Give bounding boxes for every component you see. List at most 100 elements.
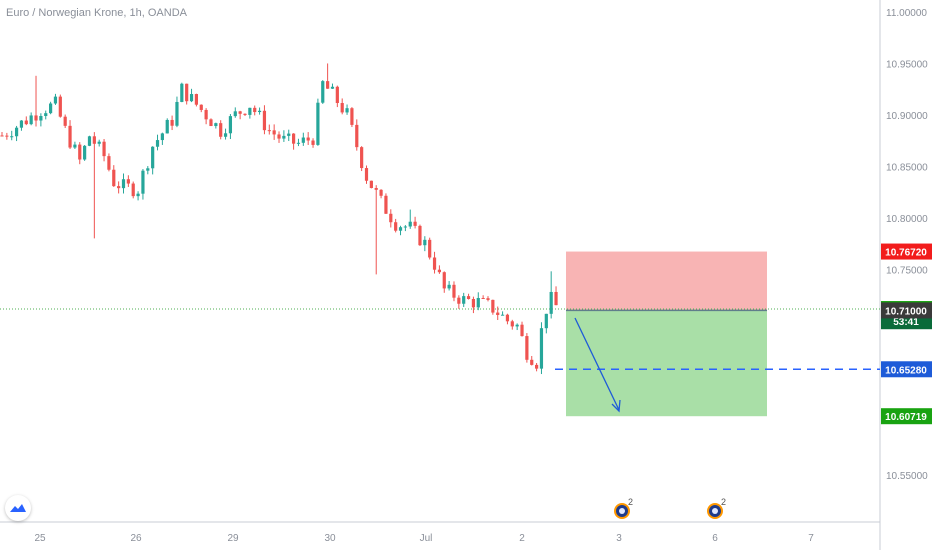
candle-body <box>199 104 203 110</box>
y-tick-label: 10.85000 <box>886 162 928 173</box>
candle-body <box>194 94 198 105</box>
candle-body <box>418 225 422 246</box>
candle-body <box>170 119 174 126</box>
candle-body <box>209 119 213 127</box>
candle-body <box>87 136 92 146</box>
candle-body <box>462 296 466 304</box>
candle-body <box>53 96 58 104</box>
candle-body <box>24 120 28 125</box>
economic-event-icon[interactable]: 2 <box>613 497 633 520</box>
candle-body <box>5 135 9 137</box>
candle-body <box>146 168 150 171</box>
candle-body <box>296 142 301 144</box>
candle-body <box>92 136 96 144</box>
candle-body <box>384 195 388 214</box>
candle-body <box>442 272 446 289</box>
candle-body <box>321 81 325 103</box>
candle-body <box>432 257 437 270</box>
candle-body <box>243 113 247 115</box>
candle-body <box>277 134 281 139</box>
candle-body <box>530 359 534 365</box>
chart-title: Euro / Norwegian Krone, 1h, OANDA <box>6 7 187 19</box>
economic-event-icon[interactable]: 2 <box>706 497 726 520</box>
price-label-text-dashed: 10.65280 <box>885 365 927 376</box>
candle-body <box>549 291 553 314</box>
x-tick-label: 30 <box>324 533 336 544</box>
candle-body <box>389 213 393 223</box>
candle-body <box>68 125 72 148</box>
candle-body <box>151 146 155 169</box>
candle-body <box>486 298 490 300</box>
y-tick-label: 10.95000 <box>886 59 928 70</box>
candle-body <box>228 116 233 134</box>
candle-body <box>262 110 267 131</box>
candle-body <box>141 170 145 194</box>
candle-body <box>398 227 403 231</box>
x-tick-label: 3 <box>616 533 622 544</box>
x-tick-label: 7 <box>808 533 814 544</box>
candle-body <box>394 222 398 231</box>
stop-loss-zone[interactable] <box>566 251 767 311</box>
candle-body <box>369 180 373 189</box>
candle-body <box>520 324 524 337</box>
price-label-target <box>881 408 932 425</box>
candle-body <box>165 119 169 134</box>
y-tick-label: 10.90000 <box>886 111 928 122</box>
candle-body <box>175 101 179 126</box>
candle-body <box>73 144 77 148</box>
price-label-entry <box>881 302 932 319</box>
candle-body <box>185 83 189 102</box>
candle-body <box>204 109 208 120</box>
candle-body <box>335 86 339 104</box>
candle-body <box>29 115 33 125</box>
candle-body <box>311 140 315 145</box>
candle-body <box>131 183 135 197</box>
candle-body <box>180 83 184 102</box>
x-tick-label: 26 <box>130 533 142 544</box>
candle-body <box>117 186 121 189</box>
candle-body <box>525 336 529 360</box>
projection-arrow-head <box>611 399 621 413</box>
event-count: 2 <box>721 497 727 507</box>
candle-body <box>287 133 291 136</box>
candle-body <box>360 147 364 169</box>
candle-body <box>233 111 237 117</box>
candle-body <box>219 123 223 137</box>
x-tick-label: 6 <box>712 533 718 544</box>
price-label-text-target: 10.60719 <box>885 412 927 423</box>
candle-body <box>155 140 160 147</box>
candle-body <box>554 291 558 306</box>
candle-body <box>282 135 286 139</box>
x-tick-label: Jul <box>420 533 433 544</box>
tradingview-logo-icon[interactable] <box>5 495 31 521</box>
candle-body <box>350 108 354 125</box>
candle-body <box>78 144 82 160</box>
candle-body <box>238 111 242 114</box>
candle-body <box>481 297 485 299</box>
candle-body <box>97 141 101 144</box>
candle-body <box>10 136 14 138</box>
x-tick-label: 29 <box>227 533 239 544</box>
take-profit-zone[interactable] <box>566 310 767 417</box>
candle-body <box>423 239 427 246</box>
candle-body <box>539 328 544 369</box>
y-tick-label: 10.80000 <box>886 214 928 225</box>
x-tick-label: 25 <box>34 533 46 544</box>
candle-body <box>510 321 514 327</box>
price-label-text-entry: 10.71000 <box>885 306 927 317</box>
candle-body <box>374 188 378 190</box>
candle-body <box>505 314 510 322</box>
candle-body <box>379 189 383 196</box>
candle-body <box>413 221 417 226</box>
candle-body <box>476 297 480 308</box>
price-label-text-stop: 10.76720 <box>885 248 927 259</box>
candle-body <box>491 299 495 313</box>
candle-body <box>14 127 19 137</box>
projection-arrow-line[interactable] <box>574 317 620 411</box>
candle-body <box>457 297 461 304</box>
price-label-dashed <box>881 361 932 378</box>
candle-body <box>466 296 471 299</box>
candle-body <box>223 133 228 137</box>
